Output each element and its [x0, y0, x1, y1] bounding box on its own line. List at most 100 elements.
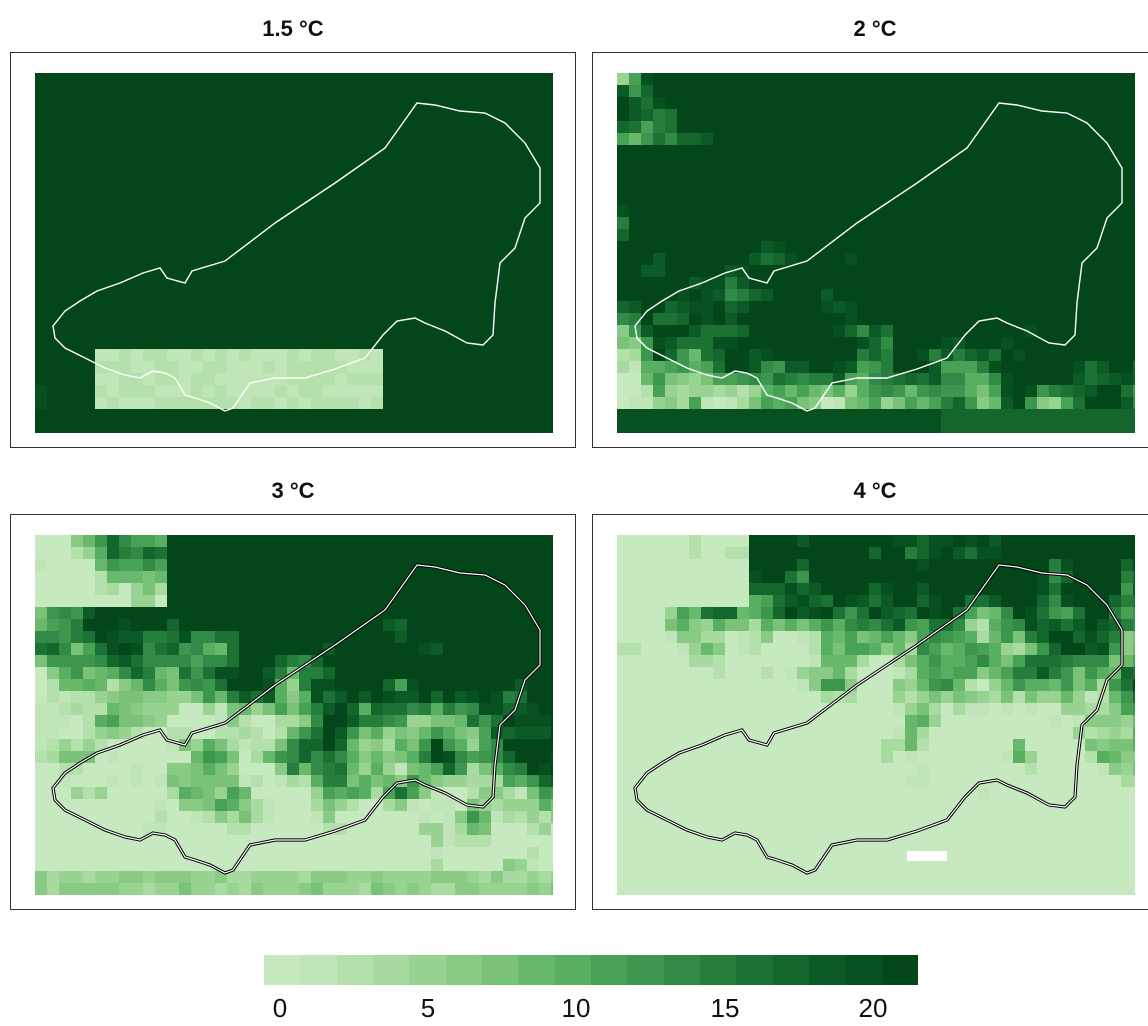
raster-cell	[443, 763, 456, 776]
raster-cell	[167, 751, 180, 764]
raster-cell	[107, 535, 120, 548]
raster-cell	[641, 205, 654, 218]
raster-cell	[713, 631, 726, 644]
raster-cell	[989, 337, 1002, 350]
raster-cell	[299, 337, 312, 350]
raster-cell	[1001, 325, 1014, 338]
raster-cell	[515, 739, 528, 752]
raster-cell	[653, 703, 666, 716]
raster-cell	[941, 169, 954, 182]
raster-cell	[701, 409, 714, 422]
raster-cell	[1133, 313, 1135, 326]
raster-cell	[953, 631, 966, 644]
raster-cell	[1013, 595, 1026, 608]
raster-cell	[893, 643, 906, 656]
raster-cell	[263, 631, 276, 644]
raster-cell	[359, 409, 372, 422]
raster-cell	[749, 157, 762, 170]
raster-cell	[1001, 679, 1014, 692]
raster-cell	[395, 217, 408, 230]
raster-cell	[641, 385, 654, 398]
raster-cell	[431, 739, 444, 752]
raster-cell	[311, 859, 324, 872]
raster-cell	[131, 739, 144, 752]
raster-cell	[929, 133, 942, 146]
raster-cell	[239, 325, 252, 338]
raster-cell	[539, 121, 552, 134]
raster-cell	[239, 253, 252, 266]
raster-cell	[551, 547, 553, 560]
raster-cell	[263, 727, 276, 740]
raster-cell	[1049, 385, 1062, 398]
raster-cell	[833, 631, 846, 644]
raster-cell	[1061, 181, 1074, 194]
raster-cell	[35, 289, 48, 302]
raster-cell	[299, 595, 312, 608]
raster-cell	[1025, 289, 1038, 302]
raster-cell	[371, 265, 384, 278]
raster-cell	[503, 619, 516, 632]
raster-cell	[407, 421, 420, 433]
raster-cell	[215, 739, 228, 752]
raster-cell	[761, 73, 774, 86]
raster-cell	[893, 595, 906, 608]
raster-cell	[299, 157, 312, 170]
raster-cell	[809, 301, 822, 314]
raster-cell	[881, 373, 894, 386]
raster-cell	[1121, 595, 1134, 608]
raster-cell	[1085, 775, 1098, 788]
raster-cell	[311, 751, 324, 764]
raster-cell	[455, 169, 468, 182]
raster-cell	[347, 727, 360, 740]
raster-cell	[1133, 73, 1135, 86]
raster-cell	[539, 349, 552, 362]
raster-cell	[1061, 631, 1074, 644]
raster-cell	[1061, 325, 1074, 338]
raster-cell	[191, 133, 204, 146]
raster-cell	[1121, 535, 1134, 548]
raster-cell	[833, 361, 846, 374]
raster-cell	[1121, 253, 1134, 266]
raster-cell	[641, 145, 654, 158]
raster-cell	[1025, 217, 1038, 230]
raster-cell	[1097, 535, 1110, 548]
raster-cell	[1109, 571, 1122, 584]
raster-cell	[395, 349, 408, 362]
raster-cell	[893, 277, 906, 290]
raster-cell	[263, 109, 276, 122]
raster-cell	[107, 409, 120, 422]
raster-cell	[383, 385, 396, 398]
raster-cell	[1133, 559, 1135, 572]
raster-cell	[203, 157, 216, 170]
raster-cell	[1025, 583, 1038, 596]
raster-cell	[239, 739, 252, 752]
raster-cell	[467, 157, 480, 170]
raster-cell	[59, 595, 72, 608]
raster-cell	[881, 751, 894, 764]
raster-cell	[1133, 643, 1135, 656]
raster-cell	[749, 397, 762, 410]
raster-cell	[251, 409, 264, 422]
raster-cell	[1049, 133, 1062, 146]
raster-cell	[515, 205, 528, 218]
raster-cell	[479, 559, 492, 572]
raster-cell	[431, 775, 444, 788]
raster-cell	[191, 799, 204, 812]
raster-cell	[251, 751, 264, 764]
raster-cell	[551, 229, 553, 242]
raster-cell	[323, 763, 336, 776]
raster-cell	[869, 121, 882, 134]
raster-cell	[725, 679, 738, 692]
raster-cell	[1013, 85, 1026, 98]
raster-cell	[419, 349, 432, 362]
raster-cell	[419, 619, 432, 632]
raster-cell	[131, 547, 144, 560]
raster-cell	[215, 571, 228, 584]
raster-cell	[395, 763, 408, 776]
raster-cell	[335, 667, 348, 680]
raster-cell	[179, 775, 192, 788]
raster-cell	[833, 169, 846, 182]
raster-cell	[83, 667, 96, 680]
raster-cell	[749, 205, 762, 218]
raster-cell	[71, 847, 84, 860]
